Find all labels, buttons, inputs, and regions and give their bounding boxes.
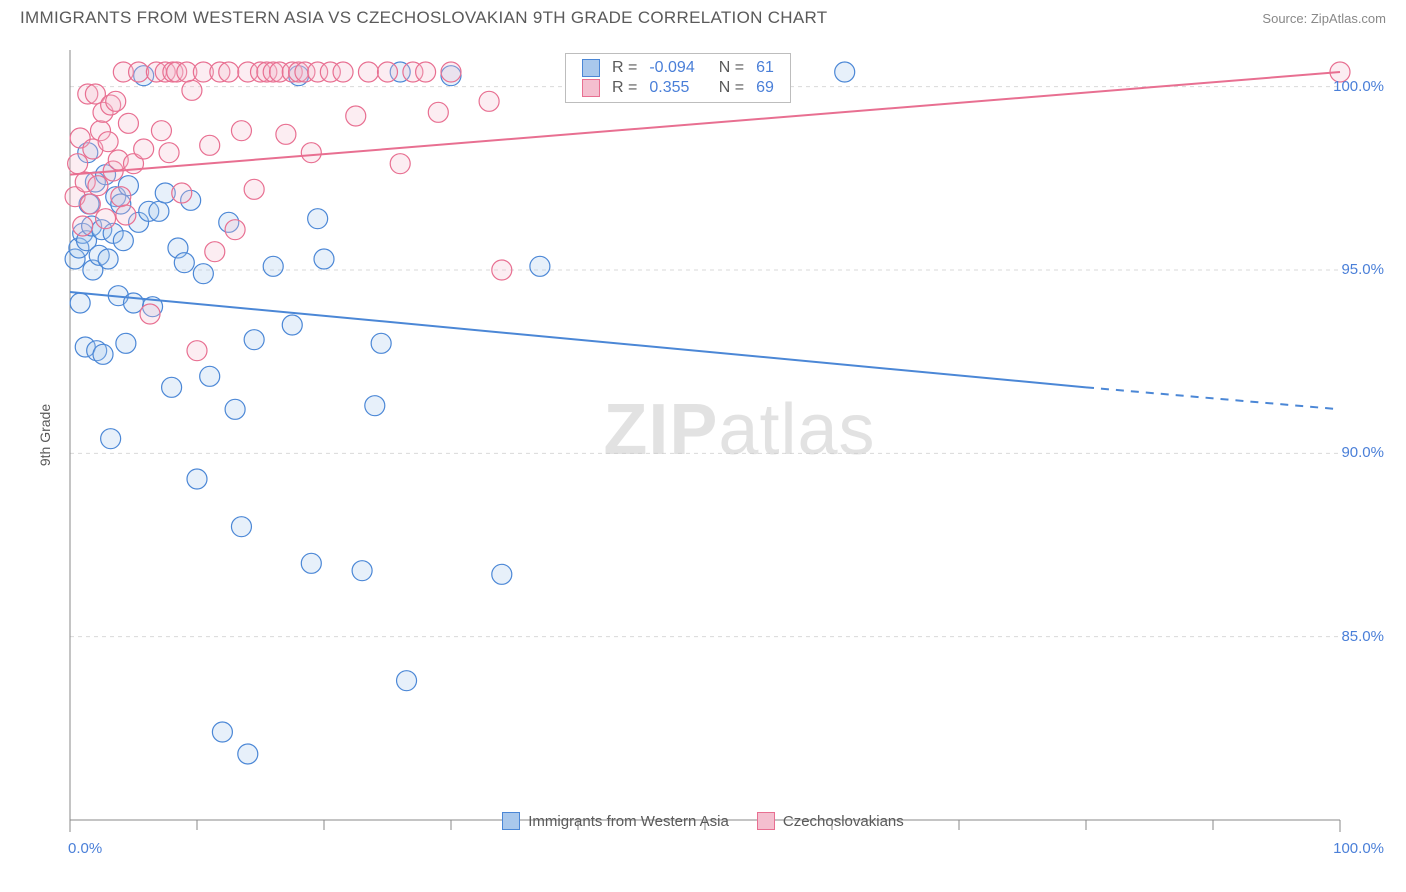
y-tick-label: 85.0%: [1341, 628, 1384, 645]
source-label: Source:: [1262, 11, 1307, 26]
y-tick-label: 90.0%: [1341, 444, 1384, 461]
bottom-legend: Immigrants from Western Asia Czechoslova…: [20, 812, 1386, 830]
x-tick-label: 100.0%: [1333, 840, 1384, 857]
stats-legend-box: R =-0.094 N =61 R =0.355 N =69: [565, 53, 791, 103]
legend-item-series2: Czechoslovakians: [757, 812, 904, 830]
y-tick-label: 100.0%: [1333, 78, 1384, 95]
legend-swatch-series1: [502, 812, 520, 830]
source-link[interactable]: ZipAtlas.com: [1311, 11, 1386, 26]
x-tick-label: 0.0%: [68, 840, 102, 857]
legend-swatch-series2: [757, 812, 775, 830]
legend-item-series1: Immigrants from Western Asia: [502, 812, 729, 830]
y-tick-label: 95.0%: [1341, 261, 1384, 278]
legend-label-series1: Immigrants from Western Asia: [528, 813, 729, 830]
scatter-plot: [20, 40, 1380, 840]
chart-title: IMMIGRANTS FROM WESTERN ASIA VS CZECHOSL…: [20, 8, 827, 28]
source-attribution: Source: ZipAtlas.com: [1262, 11, 1386, 26]
chart-area: 9th Grade ZIPatlas R =-0.094 N =61 R =0.…: [20, 40, 1386, 830]
chart-header: IMMIGRANTS FROM WESTERN ASIA VS CZECHOSL…: [0, 0, 1406, 32]
legend-label-series2: Czechoslovakians: [783, 813, 904, 830]
